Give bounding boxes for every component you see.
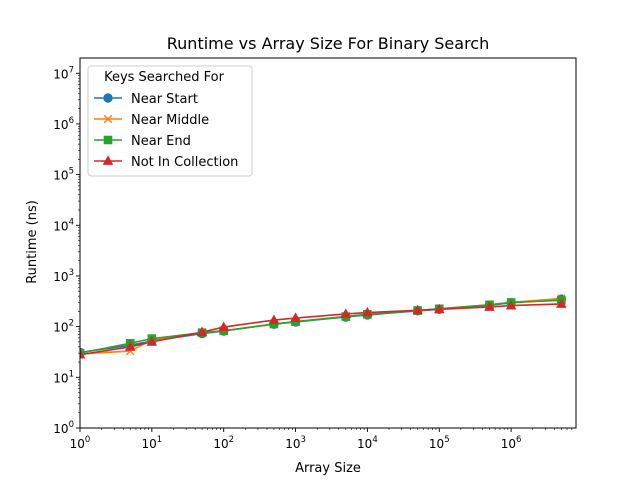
data-point-s3-5	[268, 314, 280, 324]
series-markers	[80, 294, 567, 359]
y-tick-label: 101	[53, 369, 74, 385]
chart-title: Runtime vs Array Size For Binary Search	[167, 34, 489, 53]
x-tick-label: 100	[70, 435, 91, 451]
y-tick-label: 105	[53, 167, 74, 183]
plot-frame	[79, 57, 577, 429]
x-tick-label: 106	[501, 435, 522, 451]
legend-marker-0	[103, 93, 113, 103]
x-tick-label: 101	[142, 435, 163, 451]
data-point-s3-11	[484, 301, 495, 311]
axes: 100 101 102 103 104 105 106 100 101 102 103 104 105 1…	[53, 57, 577, 451]
y-tick-label: 100	[53, 420, 74, 436]
data-point-s3-12	[505, 299, 517, 310]
legend-label-1: Near Middle	[131, 113, 209, 128]
x-axis-label: Array Size	[295, 461, 361, 476]
legend-box	[87, 65, 253, 177]
legend-marker-1	[103, 114, 113, 124]
y-tick-label: 103	[53, 268, 74, 284]
x-tick-label: 103	[285, 435, 306, 451]
series-line-2	[80, 299, 562, 354]
legend-label-2: Near End	[131, 134, 191, 149]
legend-title: Keys Searched For	[104, 70, 224, 85]
data-point-s3-2	[146, 336, 158, 346]
y-tick-label: 107	[53, 65, 74, 81]
legend-marker-3	[102, 155, 114, 165]
data-point-s3-4	[218, 321, 229, 331]
data-point-s3-7	[340, 308, 352, 318]
data-point-s3-3	[196, 326, 208, 337]
data-point-s3-0	[80, 349, 86, 359]
data-point-s3-6	[290, 312, 301, 322]
y-axis-label: Runtime (ns)	[25, 200, 40, 284]
y-tick-label: 104	[53, 217, 74, 233]
y-tick-label: 102	[53, 319, 74, 335]
x-tick-label: 105	[429, 435, 450, 451]
legend-label-3: Not In Collection	[131, 155, 238, 170]
data-point-s3-10	[434, 303, 445, 314]
series-line-3	[80, 303, 562, 356]
x-tick-label: 102	[213, 435, 234, 451]
legend-label-0: Near Start	[131, 92, 198, 107]
legend: Keys Searched For Near Start Near Middle Ne…	[87, 65, 253, 177]
data-point-s3-1	[124, 341, 136, 351]
series-lines	[80, 297, 562, 356]
x-tick-label: 104	[357, 435, 378, 451]
data-point-s3-9	[412, 304, 423, 315]
y-tick-label: 106	[53, 116, 74, 132]
data-point-s3-13	[556, 298, 567, 308]
legend-marker-2	[103, 135, 113, 145]
data-point-s3-8	[362, 306, 373, 317]
